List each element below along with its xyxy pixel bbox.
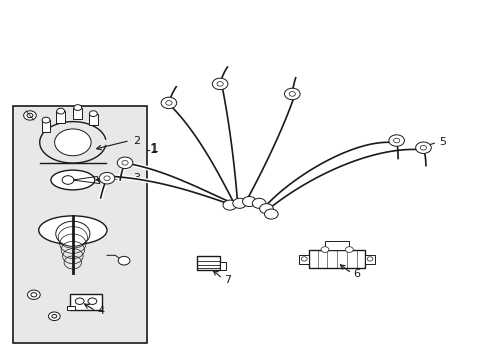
Circle shape	[212, 78, 227, 90]
Circle shape	[23, 111, 36, 120]
Circle shape	[217, 82, 223, 86]
Bar	[299, 255, 308, 264]
Bar	[73, 108, 82, 119]
Circle shape	[321, 247, 328, 252]
Circle shape	[99, 172, 115, 184]
Circle shape	[122, 161, 128, 165]
Circle shape	[103, 176, 110, 180]
Bar	[220, 262, 225, 270]
Circle shape	[57, 108, 64, 114]
Circle shape	[31, 293, 37, 297]
Circle shape	[366, 257, 372, 261]
Circle shape	[223, 200, 236, 210]
Bar	[67, 306, 75, 310]
Circle shape	[27, 113, 33, 118]
Text: 7: 7	[224, 275, 231, 285]
Circle shape	[259, 204, 273, 214]
Bar	[325, 240, 348, 249]
Text: 1: 1	[149, 143, 157, 156]
Circle shape	[252, 198, 265, 208]
Ellipse shape	[51, 170, 95, 190]
Circle shape	[56, 221, 90, 246]
Circle shape	[62, 176, 74, 184]
Circle shape	[89, 111, 97, 117]
Circle shape	[301, 257, 306, 261]
Circle shape	[242, 197, 256, 207]
Circle shape	[48, 312, 60, 320]
Bar	[70, 294, 102, 310]
Circle shape	[165, 100, 172, 105]
Circle shape	[161, 97, 176, 109]
Circle shape	[88, 298, 97, 305]
Circle shape	[388, 135, 404, 146]
Text: 2: 2	[133, 136, 140, 145]
Bar	[308, 249, 365, 268]
Text: 5: 5	[439, 137, 446, 147]
Circle shape	[27, 290, 40, 300]
Circle shape	[393, 138, 399, 143]
Circle shape	[74, 105, 81, 111]
Circle shape	[75, 298, 84, 305]
Text: 1: 1	[151, 142, 159, 155]
Ellipse shape	[39, 216, 107, 244]
Circle shape	[118, 256, 130, 265]
Circle shape	[420, 145, 426, 150]
Circle shape	[117, 157, 133, 168]
Bar	[41, 120, 50, 132]
Circle shape	[42, 117, 50, 123]
Circle shape	[52, 315, 57, 318]
Bar	[365, 255, 374, 264]
Bar	[196, 256, 220, 270]
Bar	[56, 111, 65, 123]
Circle shape	[415, 142, 430, 153]
Circle shape	[232, 198, 246, 208]
Circle shape	[345, 247, 352, 252]
Bar	[89, 114, 98, 125]
Text: 3: 3	[133, 173, 140, 183]
Circle shape	[55, 129, 91, 156]
Circle shape	[288, 92, 295, 96]
Bar	[13, 107, 147, 343]
Text: 4: 4	[97, 306, 104, 316]
Circle shape	[284, 88, 300, 100]
Circle shape	[264, 209, 278, 219]
Text: 6: 6	[353, 269, 360, 279]
